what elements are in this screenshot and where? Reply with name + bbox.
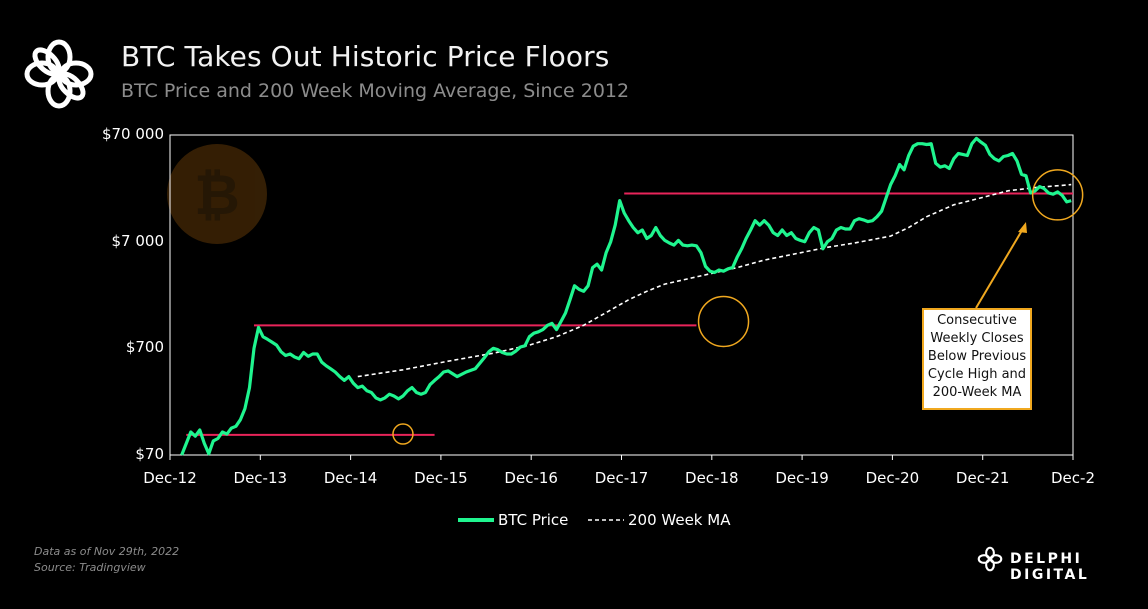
annotation-line: Consecutive (937, 313, 1017, 328)
y-tick-label: $70 000 (101, 125, 164, 143)
x-tick-label: Dec-15 (414, 469, 468, 487)
legend-label-ma: 200 Week MA (628, 511, 731, 529)
x-tick-label: Dec-14 (323, 469, 378, 487)
x-tick-label: Dec-19 (775, 469, 829, 487)
bitcoin-watermark-icon: ₿ (167, 144, 267, 244)
legend-swatch-ma (588, 519, 624, 521)
footer-date-note: Data as of Nov 29th, 2022 (34, 545, 180, 558)
x-tick-label: Dec-2 (1051, 469, 1095, 487)
x-tick-label: Dec-20 (865, 469, 920, 487)
legend-label-price: BTC Price (498, 511, 569, 529)
annotation-line: Cycle High and (927, 367, 1027, 382)
y-tick-label: $70 (135, 445, 164, 463)
x-tick-label: Dec-13 (233, 469, 288, 487)
price-series-line (180, 136, 1072, 456)
x-tick-label: Dec-17 (594, 469, 649, 487)
legend-item-price: BTC Price (458, 511, 568, 529)
legend-item-ma: 200 Week MA (588, 511, 730, 529)
x-tick-label: Dec-21 (955, 469, 1010, 487)
annotation-line: Below Previous (927, 349, 1027, 364)
svg-text:₿: ₿ (194, 163, 240, 228)
x-tick-label: Dec-12 (143, 469, 197, 487)
x-tick-label: Dec-16 (504, 469, 558, 487)
annotation-line: 200-Week MA (932, 385, 1022, 400)
y-tick-label: $700 (125, 338, 164, 357)
chart-subtitle: BTC Price and 200 Week Moving Average, S… (121, 80, 630, 102)
footer-source-note: Source: Tradingview (34, 561, 146, 574)
annotation-arrowhead (1018, 222, 1027, 233)
legend-swatch-price (458, 518, 494, 522)
annotation-line: Weekly Closes (930, 331, 1024, 346)
highlight-circle (1031, 169, 1084, 221)
highlight-circle (392, 423, 414, 445)
brand-name: DELPHI DIGITAL (1010, 551, 1090, 583)
highlight-circle (697, 295, 750, 348)
annotation-box: Consecutive Weekly Closes Below Previous… (922, 308, 1032, 410)
annotation-arrow (975, 226, 1025, 309)
delphi-logo-icon (24, 39, 94, 109)
x-tick-label: Dec-18 (685, 469, 739, 487)
delphi-brand-icon (977, 546, 1003, 572)
y-tick-label: $7 000 (111, 231, 165, 250)
chart-title: BTC Takes Out Historic Price Floors (121, 40, 610, 73)
